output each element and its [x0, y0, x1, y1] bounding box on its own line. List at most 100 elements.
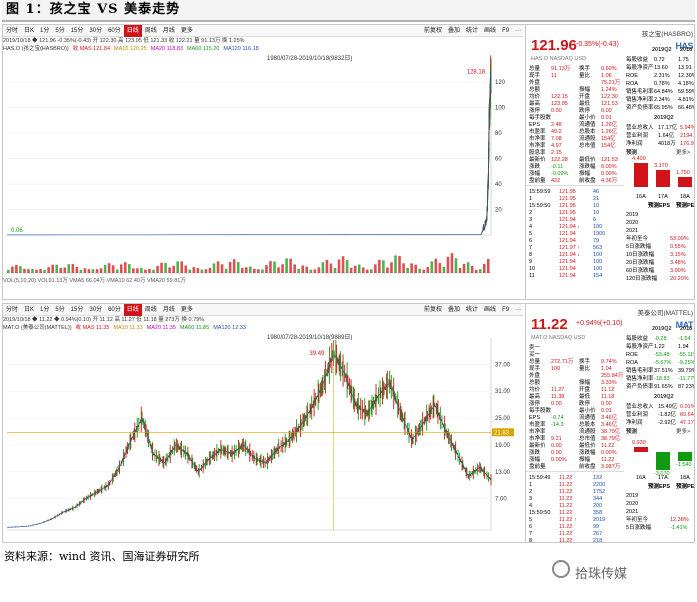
quote-cell: -14.3: [551, 422, 564, 428]
period-tab[interactable]: 日线: [123, 304, 142, 316]
toolbar-button[interactable]: 统计: [466, 307, 479, 313]
volume-bar: [398, 256, 401, 273]
volume-info-line: VOL(5,10,20) VOL91.13万 VMA5 66.04万 VMA10…: [3, 278, 186, 284]
eps-bar: [678, 177, 692, 187]
toolbar-button[interactable]: 画线: [484, 307, 497, 313]
period-tab[interactable]: 5分: [55, 307, 65, 313]
volume-bar: [111, 265, 115, 273]
quote-cell: 11.12: [601, 387, 615, 393]
period-tab[interactable]: 60分: [108, 28, 121, 34]
volume-bar: [83, 268, 87, 273]
perf-label: 10日涨跌幅: [626, 252, 655, 258]
volume-bar: [353, 265, 357, 273]
perf-label: 20日涨跌幅: [626, 260, 655, 266]
period-tab[interactable]: 分时: [6, 307, 19, 313]
quote-cell: 涨跌幅: [579, 450, 596, 456]
quote-cell: 2.48: [551, 122, 562, 128]
volume-bar: [91, 269, 95, 273]
trade-cell: 10: [529, 266, 536, 272]
period-tab[interactable]: 日K: [24, 28, 35, 34]
trade-cell: 2: [529, 210, 533, 216]
period-tab[interactable]: 月线: [162, 28, 175, 34]
perf-label: 60日涨跌幅: [626, 268, 655, 274]
period-tab[interactable]: 15分: [70, 28, 84, 34]
volume-bar: [75, 266, 79, 273]
eps-bar: [656, 452, 670, 470]
fin-cell: 1.22: [654, 344, 665, 350]
period-tab[interactable]: 月线: [162, 307, 175, 313]
toolbar-button[interactable]: 统计: [466, 28, 479, 34]
period-tab[interactable]: 30分: [89, 307, 103, 313]
toolbar-button[interactable]: ···: [515, 28, 522, 34]
trade-cell: 7: [529, 245, 533, 251]
price-change: -0.35%(-0.43): [576, 41, 619, 48]
toolbar-button[interactable]: 画线: [484, 28, 497, 34]
trade-cell: 15:59:59: [529, 189, 551, 195]
toolbar-button[interactable]: 前复权: [424, 28, 443, 34]
eps-bar-value: -3.070: [654, 471, 670, 477]
price-chart[interactable]: 120 100 80 60 40 20 128.18 1980/07/28-2019/10/1…: [3, 53, 523, 297]
period-tab[interactable]: 周线: [144, 307, 157, 313]
trade-row: 6 11.22 99: [529, 523, 624, 531]
period-tab[interactable]: 日线: [123, 25, 142, 37]
trade-row: 3 11.22 344: [529, 495, 624, 503]
quote-cell: 市净率: [529, 429, 546, 435]
trade-cell: 1900: [593, 231, 606, 237]
volume-bar: [184, 265, 188, 273]
period-tab[interactable]: 1分: [40, 307, 50, 313]
quote-row: 均价 122.15 开盘 122.30: [529, 93, 624, 101]
period-tab[interactable]: 1分: [40, 28, 50, 34]
volume-bar: [67, 264, 71, 273]
volume-bar: [442, 266, 446, 273]
fin-header-cell: 2018: [680, 47, 693, 53]
trade-cell: 5: [529, 517, 533, 523]
trade-row: 1 121.95 21: [529, 195, 624, 203]
toolbar-button[interactable]: ···: [515, 307, 522, 313]
period-tab[interactable]: 日K: [24, 307, 35, 313]
toolbar-button[interactable]: F9: [502, 307, 510, 313]
trade-cell: 1752: [593, 489, 606, 495]
more-link: 更多>: [676, 150, 691, 156]
period-tab[interactable]: 5分: [55, 28, 65, 34]
trade-cell: 121.94: [559, 217, 576, 223]
quote-cell: 涨跌: [529, 164, 541, 170]
volume-bar: [297, 268, 300, 273]
trade-cell: 121.95: [559, 196, 576, 202]
volume-bar: [426, 267, 430, 273]
fin-row: 资产负债率 91.65% 87.23%: [626, 383, 694, 391]
fin-cell: -18.83: [654, 376, 670, 382]
period-tab[interactable]: 更多: [180, 307, 193, 313]
period-tab[interactable]: 60分: [108, 307, 121, 313]
volume-bar: [176, 261, 179, 273]
quote-cell: EPS: [529, 415, 541, 421]
toolbar-button[interactable]: 叠加: [448, 307, 461, 313]
quote-row: 外盘 75.21万: [529, 79, 624, 87]
toolbar-button[interactable]: 前复权: [424, 307, 443, 313]
quote-cell: 123.05: [551, 101, 568, 107]
volume-bar: [228, 261, 232, 273]
volume-bar: [47, 267, 50, 273]
trade-cell: 6: [529, 524, 533, 530]
ma-label: MA60 11.85: [179, 325, 210, 331]
volume-bar: [232, 259, 236, 273]
fin-cell: -0.28: [654, 336, 667, 342]
fin-cell: -55.11%: [678, 352, 694, 358]
quote-cell: 流通值: [579, 122, 596, 128]
fin-row: ROE -53.48 -55.11%: [626, 351, 694, 359]
period-tab[interactable]: 30分: [89, 28, 103, 34]
toolbar-button[interactable]: 叠加: [448, 28, 461, 34]
forecast-year: 2020: [626, 220, 639, 226]
perf-label: 5日涨跌幅: [626, 525, 652, 531]
volume-bar: [349, 267, 353, 273]
fin2-row: 营业总收入 17.17亿 5.94%: [626, 124, 694, 132]
period-tab[interactable]: 15分: [70, 307, 84, 313]
price-chart[interactable]: 37.00 31.00 25.00 19.00 13.00 7.00 39.49 1980/0…: [3, 332, 523, 542]
volume-bar: [345, 260, 349, 273]
period-tab[interactable]: 周线: [144, 28, 157, 34]
period-tab[interactable]: 更多: [180, 28, 193, 34]
trade-cell: 11.22: [559, 489, 573, 495]
toolbar-button[interactable]: F9: [502, 28, 510, 34]
period-tab[interactable]: 分时: [6, 28, 19, 34]
y-tick-label: 13.00: [495, 470, 511, 476]
price-tag: 21.83: [494, 430, 510, 436]
